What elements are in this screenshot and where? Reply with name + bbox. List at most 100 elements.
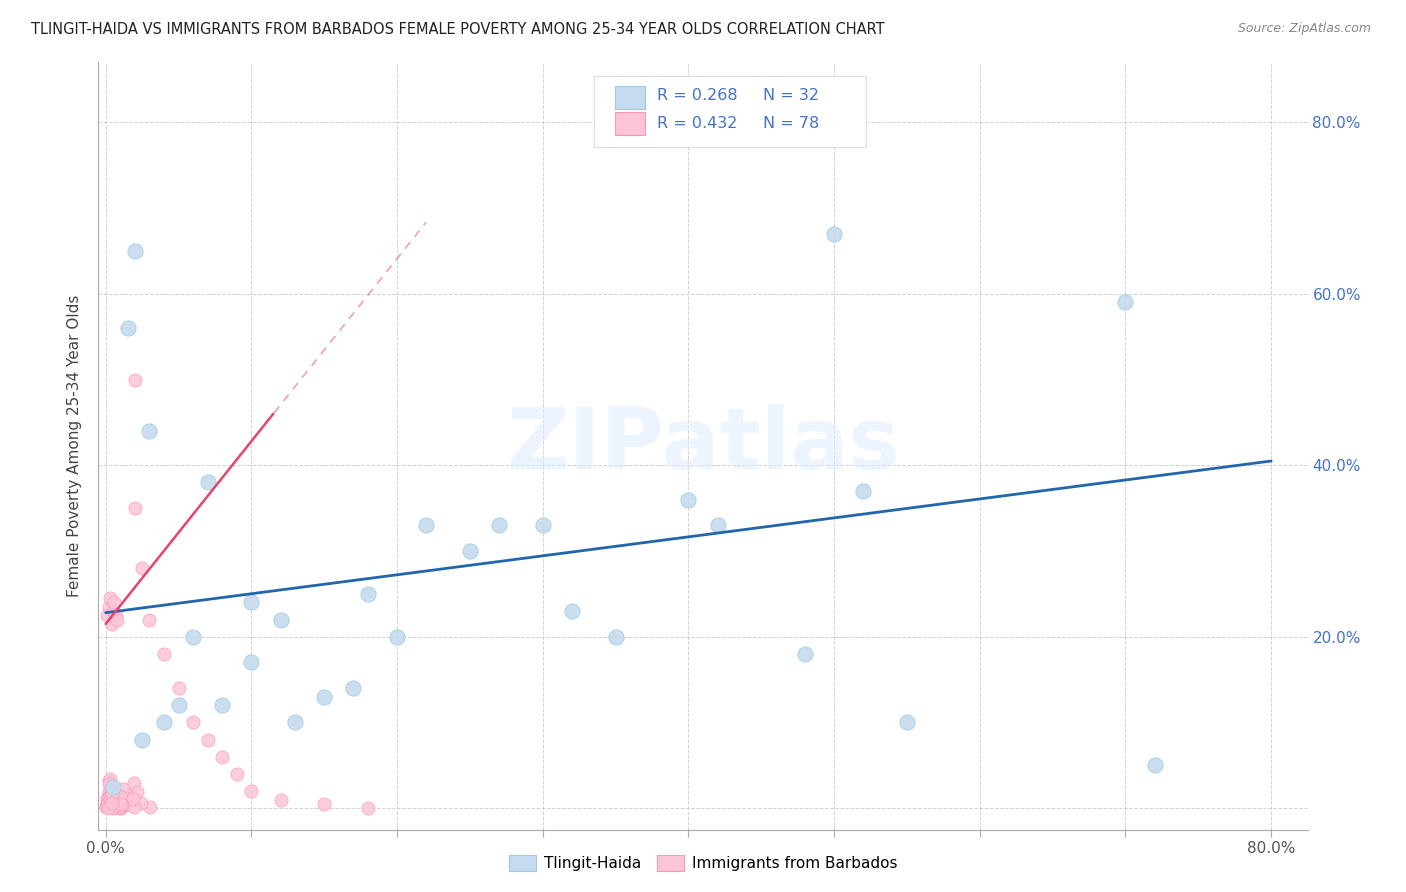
Point — [98, 777, 121, 791]
Point — [139, 800, 162, 814]
Point — [415, 518, 437, 533]
Point — [385, 630, 408, 644]
Point — [101, 799, 124, 814]
Point — [153, 647, 176, 661]
Point — [107, 798, 129, 813]
Point — [823, 227, 845, 241]
FancyBboxPatch shape — [614, 112, 645, 136]
Point — [101, 780, 124, 794]
Point — [111, 798, 134, 813]
Point — [167, 698, 190, 713]
Point — [101, 797, 124, 811]
Point — [101, 787, 124, 801]
Point — [138, 613, 160, 627]
Point — [197, 475, 219, 490]
Point — [124, 501, 146, 516]
Point — [105, 797, 128, 812]
Point — [105, 613, 128, 627]
Point — [1114, 295, 1136, 310]
Point — [104, 608, 127, 623]
Point — [103, 795, 125, 809]
Point — [104, 796, 127, 810]
Point — [225, 767, 247, 781]
Point — [100, 783, 122, 797]
Text: Source: ZipAtlas.com: Source: ZipAtlas.com — [1237, 22, 1371, 36]
Point — [101, 796, 124, 810]
Point — [100, 788, 122, 802]
Y-axis label: Female Poverty Among 25-34 Year Olds: Female Poverty Among 25-34 Year Olds — [67, 295, 83, 597]
Point — [98, 772, 121, 787]
Point — [103, 789, 125, 803]
Point — [97, 785, 120, 799]
Point — [94, 800, 117, 814]
Point — [122, 800, 145, 814]
Text: N = 32: N = 32 — [763, 88, 820, 103]
Point — [122, 792, 145, 806]
Text: R = 0.432: R = 0.432 — [657, 116, 737, 130]
Point — [101, 797, 124, 811]
Point — [97, 800, 120, 814]
Point — [98, 591, 121, 606]
Text: R = 0.268: R = 0.268 — [657, 88, 738, 103]
FancyBboxPatch shape — [614, 87, 645, 109]
Point — [100, 616, 122, 631]
Point — [96, 608, 118, 623]
Point — [561, 604, 583, 618]
Point — [115, 789, 138, 803]
Point — [98, 774, 121, 789]
Point — [605, 630, 627, 644]
Point — [108, 800, 131, 814]
Point — [896, 715, 918, 730]
Point — [129, 796, 152, 810]
Point — [104, 790, 127, 805]
Point — [211, 698, 233, 713]
Point — [110, 801, 132, 815]
Point — [124, 373, 146, 387]
Point — [107, 799, 129, 814]
Point — [531, 518, 554, 533]
Point — [270, 613, 292, 627]
Point — [111, 782, 134, 797]
Point — [794, 647, 817, 661]
Point — [357, 587, 380, 601]
Point — [852, 483, 875, 498]
Point — [100, 796, 122, 810]
Point — [240, 656, 263, 670]
Legend: Tlingit-Haida, Immigrants from Barbados: Tlingit-Haida, Immigrants from Barbados — [503, 849, 903, 877]
Point — [678, 492, 700, 507]
Text: N = 78: N = 78 — [763, 116, 820, 130]
Point — [138, 424, 160, 438]
Point — [97, 789, 120, 804]
Point — [104, 787, 127, 801]
Point — [240, 595, 263, 609]
Point — [96, 798, 118, 813]
Point — [100, 793, 122, 807]
Point — [112, 795, 135, 809]
Point — [284, 715, 307, 730]
Point — [270, 792, 292, 806]
Point — [211, 749, 233, 764]
Point — [117, 321, 139, 335]
Point — [96, 792, 118, 806]
Point — [101, 604, 124, 618]
Point — [96, 797, 118, 812]
Point — [103, 797, 125, 812]
Point — [131, 732, 153, 747]
Point — [101, 801, 124, 815]
Point — [98, 791, 121, 805]
Point — [103, 791, 125, 805]
Text: TLINGIT-HAIDA VS IMMIGRANTS FROM BARBADOS FEMALE POVERTY AMONG 25-34 YEAR OLDS C: TLINGIT-HAIDA VS IMMIGRANTS FROM BARBADO… — [31, 22, 884, 37]
Point — [110, 790, 132, 805]
Point — [240, 784, 263, 798]
Point — [101, 788, 124, 802]
Point — [197, 732, 219, 747]
Point — [153, 715, 176, 730]
Point — [1143, 758, 1166, 772]
Point — [125, 785, 148, 799]
Point — [342, 681, 364, 695]
Point — [100, 796, 122, 810]
Point — [167, 681, 190, 695]
Point — [181, 630, 204, 644]
Point — [103, 595, 125, 609]
Point — [458, 544, 481, 558]
